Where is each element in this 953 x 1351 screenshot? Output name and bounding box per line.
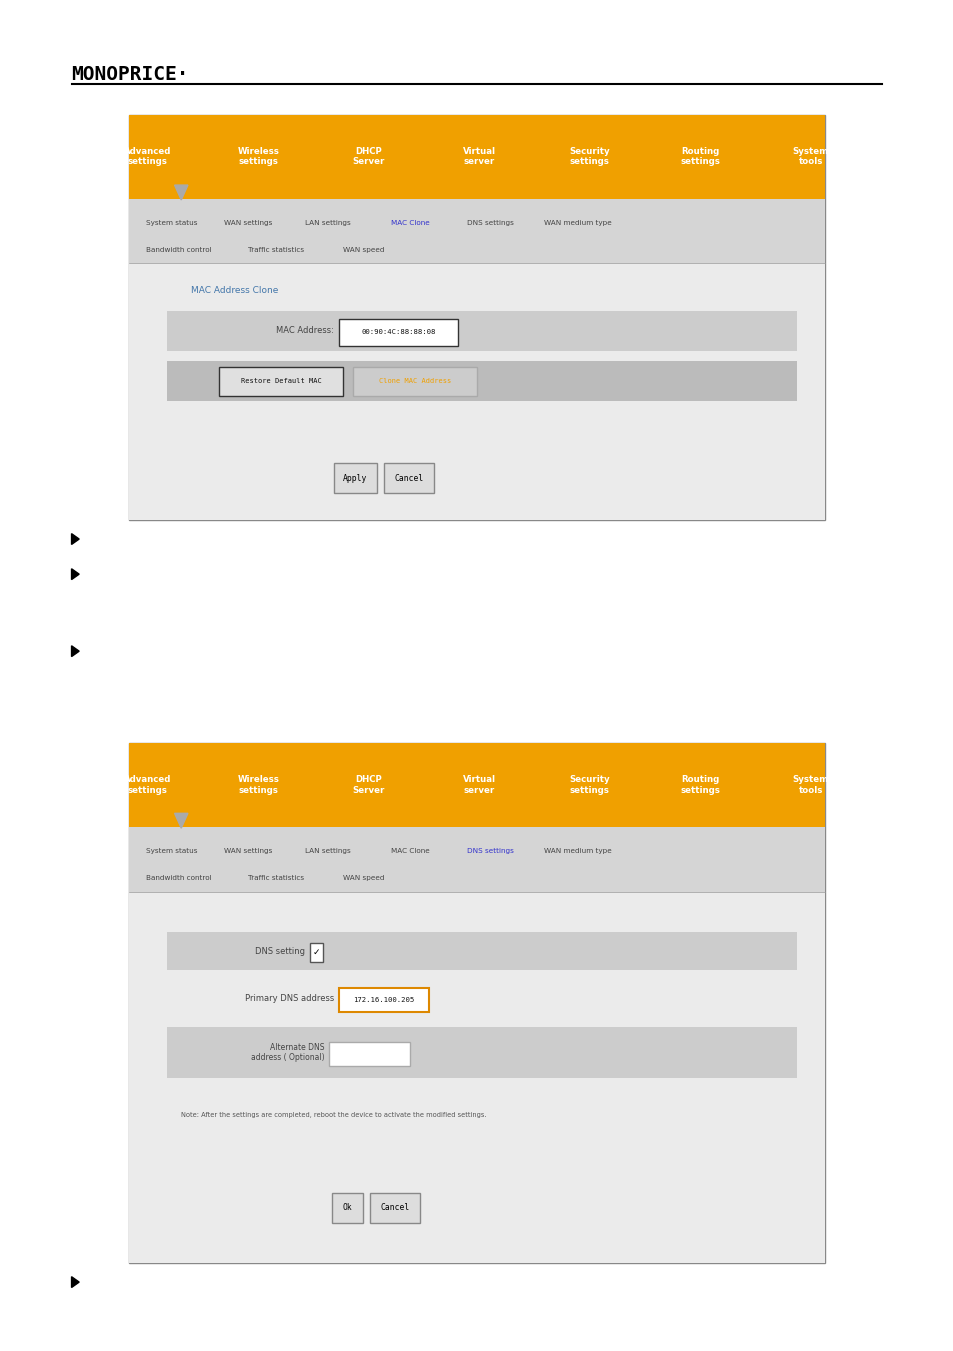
Text: Wireless
settings: Wireless settings <box>237 775 279 794</box>
Text: Bandwidth control: Bandwidth control <box>146 875 212 881</box>
Text: Routing
settings: Routing settings <box>679 775 720 794</box>
Polygon shape <box>71 646 79 657</box>
Text: WAN speed: WAN speed <box>343 875 385 881</box>
FancyBboxPatch shape <box>167 361 796 401</box>
FancyBboxPatch shape <box>167 311 796 351</box>
FancyBboxPatch shape <box>384 463 434 493</box>
Polygon shape <box>71 569 79 580</box>
Text: Virtual
server: Virtual server <box>462 775 496 794</box>
Text: Routing
settings: Routing settings <box>679 147 720 166</box>
Text: Security
settings: Security settings <box>569 147 610 166</box>
Text: Advanced
settings: Advanced settings <box>124 147 172 166</box>
Text: ✓: ✓ <box>313 948 320 957</box>
Text: DHCP
Server: DHCP Server <box>353 775 385 794</box>
Text: MAC Address Clone: MAC Address Clone <box>191 286 278 295</box>
Text: Cancel: Cancel <box>395 474 423 482</box>
Polygon shape <box>71 534 79 544</box>
FancyBboxPatch shape <box>167 932 796 970</box>
FancyBboxPatch shape <box>310 943 323 962</box>
Text: Restore Default MAC: Restore Default MAC <box>241 378 321 384</box>
Text: Clone MAC Address: Clone MAC Address <box>378 378 451 384</box>
Text: DNS setting: DNS setting <box>255 947 305 955</box>
Text: Apply: Apply <box>343 474 367 482</box>
FancyBboxPatch shape <box>329 1042 410 1066</box>
Text: Alternate DNS
address ( Optional): Alternate DNS address ( Optional) <box>251 1043 324 1062</box>
Text: Wireless
settings: Wireless settings <box>237 147 279 166</box>
Text: System status: System status <box>146 220 197 226</box>
FancyBboxPatch shape <box>129 115 824 199</box>
Text: 172.16.100.205: 172.16.100.205 <box>353 997 415 1002</box>
Text: WAN settings: WAN settings <box>224 848 273 854</box>
Text: WAN medium type: WAN medium type <box>543 220 611 226</box>
Text: Cancel: Cancel <box>380 1204 409 1212</box>
Polygon shape <box>174 185 188 200</box>
FancyBboxPatch shape <box>353 367 476 396</box>
FancyBboxPatch shape <box>370 1193 419 1223</box>
Text: DNS settings: DNS settings <box>467 220 514 226</box>
FancyBboxPatch shape <box>338 988 429 1012</box>
FancyBboxPatch shape <box>129 263 824 520</box>
FancyBboxPatch shape <box>129 892 824 1263</box>
Text: MAC Address:: MAC Address: <box>275 327 334 335</box>
FancyBboxPatch shape <box>129 199 824 263</box>
Text: Traffic statistics: Traffic statistics <box>248 247 304 253</box>
Text: LAN settings: LAN settings <box>305 848 351 854</box>
Text: Traffic statistics: Traffic statistics <box>248 875 304 881</box>
Text: DNS settings: DNS settings <box>467 848 514 854</box>
FancyBboxPatch shape <box>129 115 824 520</box>
Text: Bandwidth control: Bandwidth control <box>146 247 212 253</box>
Text: MAC Clone: MAC Clone <box>391 848 430 854</box>
FancyBboxPatch shape <box>129 743 824 1263</box>
Text: WAN speed: WAN speed <box>343 247 385 253</box>
Text: Primary DNS address: Primary DNS address <box>244 994 334 1002</box>
Text: LAN settings: LAN settings <box>305 220 351 226</box>
FancyBboxPatch shape <box>129 743 824 827</box>
Text: WAN settings: WAN settings <box>224 220 273 226</box>
FancyBboxPatch shape <box>219 367 343 396</box>
Text: WAN medium type: WAN medium type <box>543 848 611 854</box>
FancyBboxPatch shape <box>334 463 376 493</box>
Text: System
tools: System tools <box>792 775 828 794</box>
Text: Ok: Ok <box>342 1204 352 1212</box>
Text: Virtual
server: Virtual server <box>462 147 496 166</box>
FancyBboxPatch shape <box>332 1193 362 1223</box>
FancyBboxPatch shape <box>167 1027 796 1078</box>
Text: System status: System status <box>146 848 197 854</box>
Text: MONOPRICE·: MONOPRICE· <box>71 65 189 84</box>
Text: Note: After the settings are completed, reboot the device to activate the modifi: Note: After the settings are completed, … <box>181 1112 486 1117</box>
Text: MAC Clone: MAC Clone <box>391 220 430 226</box>
FancyBboxPatch shape <box>338 319 457 346</box>
Text: 00:90:4C:88:88:08: 00:90:4C:88:88:08 <box>361 330 435 335</box>
Polygon shape <box>71 1277 79 1288</box>
Text: System
tools: System tools <box>792 147 828 166</box>
Text: DHCP
Server: DHCP Server <box>353 147 385 166</box>
Text: Advanced
settings: Advanced settings <box>124 775 172 794</box>
Polygon shape <box>174 813 188 828</box>
FancyBboxPatch shape <box>129 827 824 892</box>
FancyBboxPatch shape <box>167 979 796 1017</box>
Text: Security
settings: Security settings <box>569 775 610 794</box>
